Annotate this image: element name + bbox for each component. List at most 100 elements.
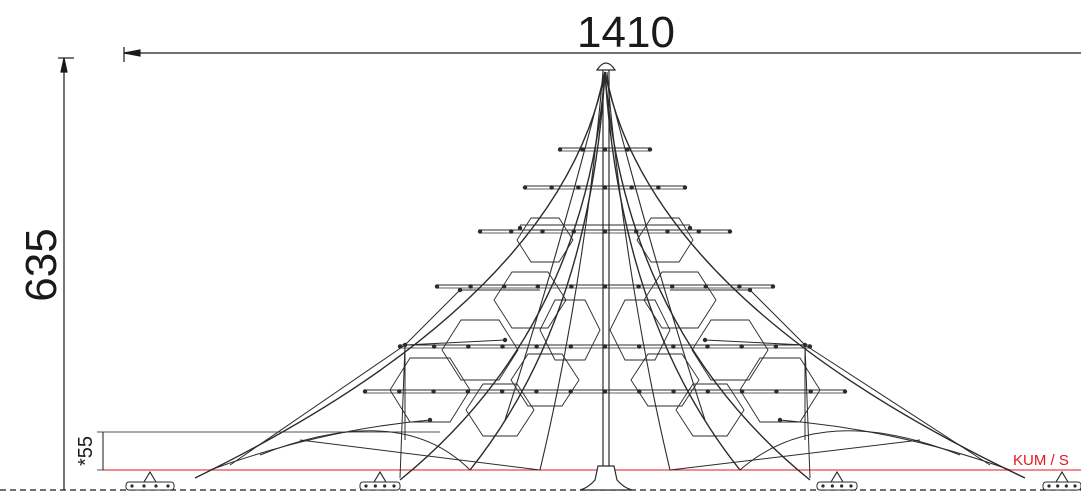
inner-rope bbox=[539, 71, 604, 471]
mesh-cell bbox=[441, 319, 519, 381]
lower-rope bbox=[299, 439, 541, 471]
inner-rope bbox=[604, 71, 706, 421]
rope-knot bbox=[397, 389, 402, 394]
rope-knot bbox=[696, 229, 701, 234]
lower-rope bbox=[779, 419, 1011, 471]
rope-knot bbox=[802, 342, 808, 348]
rope-knot bbox=[535, 284, 540, 289]
lower-rope bbox=[669, 439, 921, 471]
rope-knot bbox=[739, 389, 745, 394]
rope-knot bbox=[427, 417, 433, 423]
rope-knot bbox=[502, 284, 507, 289]
rope-knot bbox=[477, 229, 483, 234]
rope-knot bbox=[517, 225, 523, 231]
rope-knot bbox=[773, 344, 779, 349]
mesh-cell bbox=[465, 383, 535, 437]
anchor-foot bbox=[359, 470, 401, 491]
rope-knot bbox=[842, 389, 848, 394]
rope-knot bbox=[637, 389, 642, 394]
main-rope bbox=[194, 71, 606, 479]
height-dimension bbox=[58, 57, 74, 490]
mesh-cell bbox=[636, 217, 694, 263]
rope-knot bbox=[362, 389, 368, 394]
mesh-cell bbox=[630, 353, 700, 407]
rope-knot bbox=[499, 389, 505, 394]
rope-knot bbox=[571, 229, 576, 234]
mesh-cell bbox=[739, 357, 821, 423]
rope-knot bbox=[557, 147, 563, 152]
lower-rope bbox=[209, 419, 431, 471]
rope-knot bbox=[739, 344, 744, 349]
rope-knot bbox=[534, 344, 539, 349]
rope-knot bbox=[705, 389, 711, 394]
rope-knot bbox=[568, 389, 573, 394]
rope-knot bbox=[671, 389, 676, 394]
width-label: 1410 bbox=[577, 8, 675, 57]
rope-net bbox=[194, 71, 1026, 481]
rope-knot bbox=[682, 185, 688, 190]
rope-knot bbox=[634, 229, 639, 234]
rope-knot bbox=[569, 284, 574, 289]
rope-knot bbox=[705, 344, 710, 349]
rope-knot bbox=[602, 284, 608, 289]
rope-knot bbox=[580, 147, 585, 152]
rope-knot bbox=[625, 147, 630, 152]
mesh-cell bbox=[691, 319, 769, 381]
rope-knot bbox=[702, 337, 708, 343]
fall-height-label: *55 bbox=[75, 436, 97, 466]
width-dimension bbox=[123, 47, 1081, 62]
rope-knot bbox=[656, 185, 661, 190]
lower-rope bbox=[704, 339, 806, 346]
rope-knot bbox=[431, 389, 436, 394]
mesh-cell bbox=[539, 299, 601, 361]
rope-knot bbox=[774, 389, 779, 394]
inner-rope bbox=[504, 71, 606, 421]
rope-knot bbox=[703, 284, 708, 289]
rope-knot bbox=[522, 185, 528, 190]
rope-knot bbox=[509, 229, 514, 234]
mesh-cell bbox=[609, 299, 671, 361]
rope-knot bbox=[602, 389, 608, 394]
rope-knot bbox=[727, 229, 733, 234]
anchor-foot bbox=[816, 470, 858, 491]
rope-knot bbox=[576, 185, 581, 190]
inner-rope bbox=[606, 71, 671, 471]
main-rope bbox=[604, 71, 1026, 479]
rope-knot bbox=[500, 344, 505, 349]
rope-knot bbox=[770, 284, 776, 289]
mesh-cell bbox=[643, 271, 717, 329]
rope-knots bbox=[362, 147, 848, 423]
main-rope bbox=[604, 71, 741, 471]
rope-knot bbox=[602, 147, 608, 152]
rope-knot bbox=[540, 229, 545, 234]
central-mast bbox=[579, 62, 633, 491]
lower-rope bbox=[804, 344, 991, 466]
mesh-cell bbox=[510, 353, 580, 407]
anchor-foot bbox=[125, 470, 175, 491]
rope-knot bbox=[431, 344, 437, 349]
lower-rope bbox=[399, 289, 461, 479]
rope-knot bbox=[777, 417, 783, 423]
sand-level-label: KUM / S bbox=[1013, 452, 1069, 469]
rope-knot bbox=[671, 344, 676, 349]
rope-knot bbox=[636, 344, 642, 349]
rope-knot bbox=[665, 229, 670, 234]
rope-knot bbox=[808, 389, 813, 394]
rope-knot bbox=[465, 389, 471, 394]
rope-knot bbox=[402, 342, 408, 348]
rope-knot bbox=[602, 344, 608, 349]
rope-knot bbox=[670, 284, 675, 289]
rope-knot bbox=[737, 284, 742, 289]
rope-knot bbox=[457, 287, 463, 293]
rope-knot bbox=[534, 389, 539, 394]
rope-knot bbox=[397, 344, 403, 349]
rope-knot bbox=[636, 284, 641, 289]
lower-rope bbox=[749, 289, 811, 479]
rope-knot bbox=[502, 337, 508, 343]
rope-knot bbox=[434, 284, 440, 289]
rope-knot bbox=[747, 287, 753, 293]
rope-knot bbox=[647, 147, 653, 152]
mesh-cell bbox=[675, 383, 745, 437]
anchor-feet bbox=[125, 470, 1081, 491]
